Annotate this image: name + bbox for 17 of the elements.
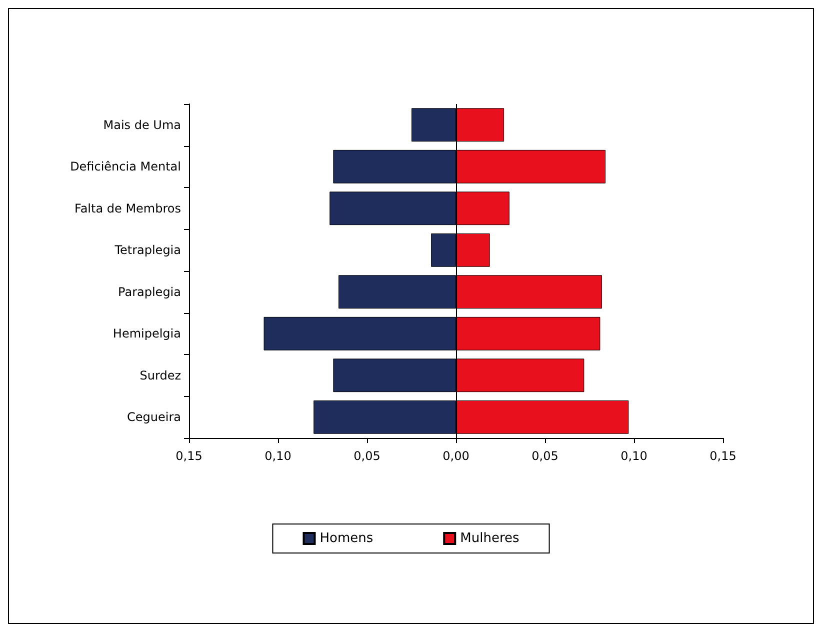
x-tick-label: 0,10: [264, 449, 292, 463]
x-tick-label: 0,05: [354, 449, 380, 463]
y-tick-label: Tetraplegia: [114, 243, 181, 258]
y-tick-label: Paraplegia: [118, 284, 181, 299]
x-tick-label: 0,00: [442, 449, 470, 463]
y-tick-label: Deficiência Mental: [70, 160, 181, 174]
legend-label: Mulheres: [460, 531, 520, 546]
legend-label: Homens: [320, 531, 374, 546]
x-tick-label: 0,15: [176, 449, 202, 463]
y-tick-label: Surdez: [140, 368, 181, 382]
y-tick-label: Hemipelgia: [112, 326, 181, 341]
x-tick-label: 0,05: [532, 449, 558, 463]
y-tick-label: Cegueira: [127, 410, 181, 424]
y-tick-label: Falta de Membros: [74, 201, 181, 216]
y-tick-label: Mais de Uma: [103, 118, 181, 132]
x-tick-label: 0,10: [620, 449, 648, 463]
x-tick-label: 0,15: [710, 449, 736, 463]
